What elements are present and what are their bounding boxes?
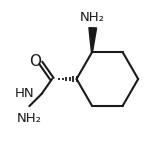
Text: O: O <box>29 54 41 69</box>
Text: NH₂: NH₂ <box>17 112 42 125</box>
Text: NH₂: NH₂ <box>80 11 105 24</box>
Polygon shape <box>89 28 97 52</box>
Text: HN: HN <box>15 87 34 100</box>
